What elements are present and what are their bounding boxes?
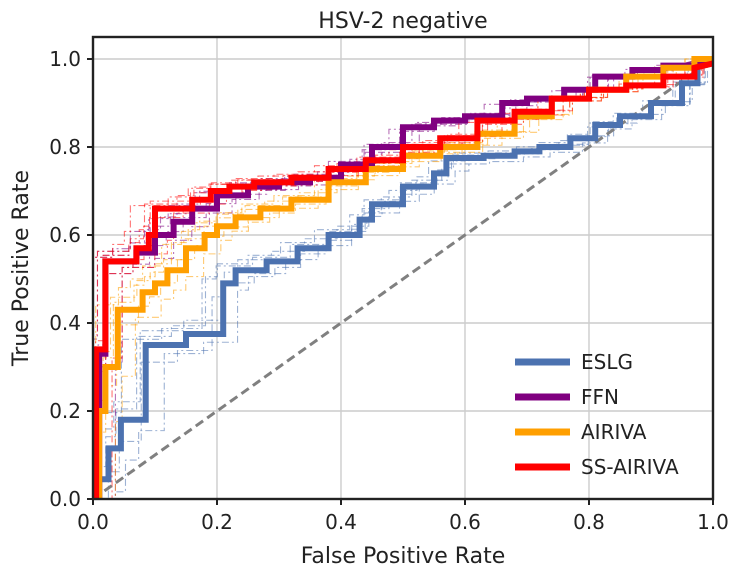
axis-ticks: 0.0 0.2 0.4 0.6 0.8 1.0 0.0 0.2 0.4 0.6 0.8 1.0 (49, 47, 729, 534)
fold-curve-eslg (93, 58, 704, 477)
y-tick-label: 0.8 (49, 135, 81, 159)
fold-curve-eslg (94, 58, 713, 499)
fold-curve-eslg (93, 58, 713, 487)
roc-curve-eslg (93, 56, 713, 499)
legend: ESLG FFN AIRIVA SS-AIRIVA (515, 350, 679, 479)
y-tick-label: 0.0 (49, 487, 81, 511)
x-tick-label: 0.2 (201, 510, 233, 534)
legend-label-eslg: ESLG (581, 350, 633, 374)
y-tick-label: 0.6 (49, 223, 81, 247)
chart-title: HSV-2 negative (318, 9, 487, 34)
y-tick-label: 1.0 (49, 47, 81, 71)
series-curves (93, 56, 713, 499)
chance-diagonal-line (93, 57, 713, 499)
y-axis-label: True Positive Rate (9, 170, 34, 367)
legend-label-airiva: AIRIVA (581, 420, 647, 444)
fold-curve-ss-airiva (108, 63, 713, 499)
fold-curve-eslg (93, 58, 700, 491)
fold-curve-ffn (93, 58, 700, 491)
x-tick-label: 1.0 (697, 510, 729, 534)
x-tick-label: 0.8 (573, 510, 605, 534)
roc-curve-ffn (93, 56, 713, 499)
x-tick-label: 0.4 (325, 510, 357, 534)
plot-frame (91, 35, 715, 501)
legend-label-ffn: FFN (581, 385, 619, 409)
x-tick-label: 0.0 (77, 510, 109, 534)
legend-label-ss-airiva: SS-AIRIVA (581, 455, 679, 479)
x-axis-label: False Positive Rate (301, 544, 505, 569)
y-tick-label: 0.2 (49, 399, 81, 423)
chance-line-group (93, 57, 713, 499)
x-tick-label: 0.6 (449, 510, 481, 534)
roc-curve-ss-airiva (93, 60, 713, 499)
y-tick-label: 0.4 (49, 311, 81, 335)
